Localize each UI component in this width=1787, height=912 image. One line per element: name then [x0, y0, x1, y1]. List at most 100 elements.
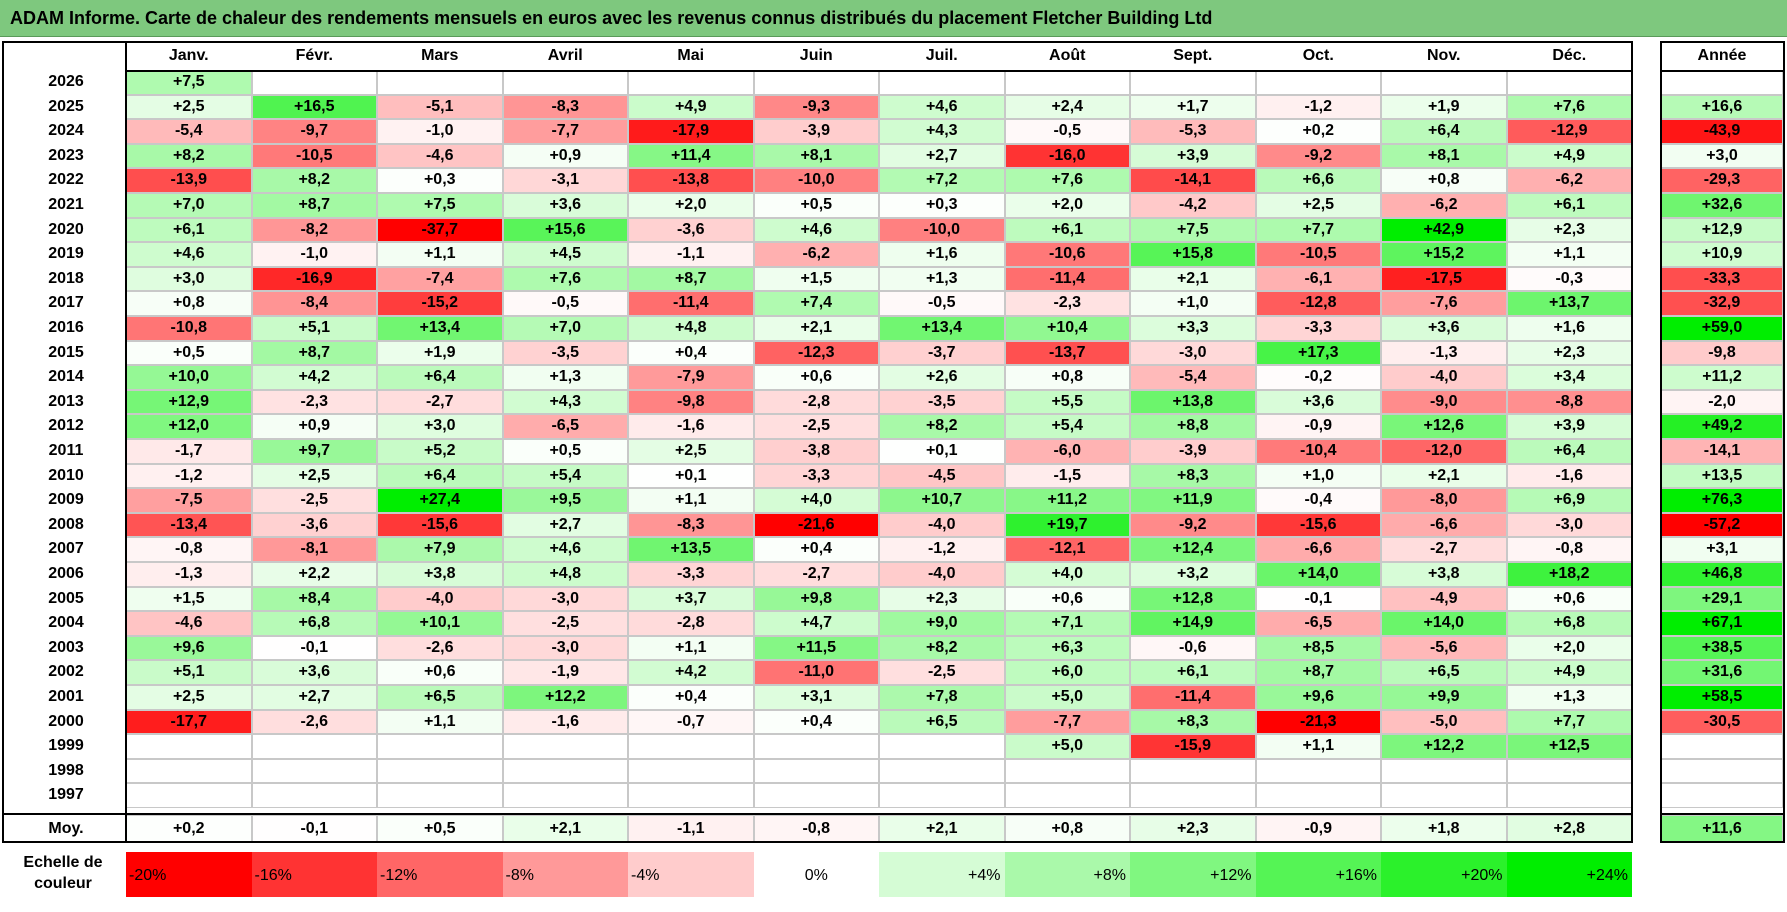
- year-label: 2007: [48, 540, 84, 558]
- cell-value: +0,9: [549, 146, 582, 164]
- annual-value: -29,3: [1703, 171, 1741, 189]
- cell-value: -1,0: [425, 122, 454, 140]
- cell-value: +12,4: [1172, 540, 1213, 558]
- heatmap-cell: [1255, 537, 1381, 562]
- cell-value: -10,0: [923, 220, 960, 238]
- cell-value: -0,5: [927, 294, 956, 312]
- cell-value: +4,6: [800, 220, 833, 238]
- cell-value: -0,8: [174, 540, 203, 558]
- heatmap-cell: [1130, 217, 1256, 243]
- cell-value: -6,0: [1053, 442, 1082, 459]
- heatmap-cell: [1004, 783, 1130, 808]
- heatmap-cell: [251, 193, 377, 218]
- annual-value: +32,6: [1701, 196, 1743, 213]
- heatmap-cell: [879, 463, 1005, 489]
- average-cell: [1506, 815, 1632, 842]
- year-label: 2018: [48, 269, 84, 287]
- heatmap-cell: [1506, 119, 1632, 144]
- heatmap-cell: [377, 168, 503, 193]
- cell-value: -10,6: [1049, 245, 1086, 263]
- cell-value: -1,3: [1429, 343, 1458, 361]
- heatmap-cell: [377, 316, 503, 341]
- cell-value: +12,8: [1172, 589, 1213, 607]
- annual-cell: [1661, 389, 1783, 415]
- average-value: +0,8: [1051, 820, 1084, 837]
- cell-value: +10,7: [921, 491, 962, 509]
- cell-value: +4,9: [674, 97, 707, 115]
- cell-value: +13,4: [419, 319, 460, 336]
- heatmap-cell: [126, 635, 252, 661]
- heatmap-cell: [251, 94, 377, 120]
- annual-cell: [1661, 783, 1783, 808]
- annual-cell: [1661, 365, 1783, 390]
- heatmap-cell: [251, 340, 377, 366]
- heatmap-cell: [251, 488, 377, 513]
- cell-value: -37,7: [421, 220, 458, 238]
- year-label: 2013: [48, 392, 84, 410]
- heatmap-cell: [126, 537, 252, 562]
- cell-value: +12,6: [1423, 417, 1464, 435]
- heatmap-cell: [1255, 734, 1381, 759]
- cell-value: +2,3: [1553, 343, 1586, 361]
- cell-value: +3,9: [1176, 146, 1209, 164]
- cell-value: -8,8: [1555, 392, 1584, 410]
- heatmap-cell: [251, 168, 377, 193]
- cell-value: -2,8: [676, 614, 705, 632]
- heatmap-cell: [1255, 389, 1381, 415]
- heatmap-cell: [753, 685, 879, 710]
- cell-value: +2,7: [298, 688, 331, 705]
- cell-value: +10,1: [419, 614, 460, 632]
- heatmap-cell: [1506, 365, 1632, 390]
- heatmap-cell: [753, 635, 879, 661]
- cell-value: -2,3: [300, 392, 329, 410]
- heatmap-cell: [628, 734, 754, 759]
- cell-value: +19,7: [1047, 515, 1088, 533]
- cell-value: -9,0: [1429, 392, 1458, 410]
- cell-value: +11,5: [796, 638, 837, 656]
- heatmap-cell: [377, 709, 503, 735]
- cell-value: -1,2: [174, 466, 203, 484]
- cell-value: +2,2: [298, 565, 331, 582]
- title-bar: ADAM Informe. Carte de chaleur des rende…: [0, 0, 1787, 37]
- cell-value: -12,8: [1300, 294, 1337, 312]
- heatmap-cell: [1004, 340, 1130, 366]
- heatmap-cell: [251, 562, 377, 587]
- heatmap-cell: [1130, 463, 1256, 489]
- heatmap-cell: [1004, 217, 1130, 243]
- heatmap-cell: [1004, 562, 1130, 587]
- scale-swatch: +12%: [1130, 852, 1256, 897]
- cell-value: -3,9: [802, 122, 831, 140]
- year-label: 2009: [48, 491, 84, 509]
- year-label: 2026: [48, 73, 84, 90]
- heatmap-cell: [502, 242, 628, 267]
- cell-value: +0,5: [800, 196, 833, 213]
- heatmap-cell: [502, 709, 628, 735]
- cell-value: +1,5: [800, 269, 833, 287]
- heatmap-cell: [126, 488, 252, 513]
- heatmap-cell: [502, 389, 628, 415]
- heatmap-cell: [502, 143, 628, 169]
- header-divider: [126, 70, 1632, 72]
- heatmap-cell: [1381, 488, 1507, 513]
- heatmap-cell: [1004, 758, 1130, 784]
- heatmap-cell: [1255, 635, 1381, 661]
- cell-value: -14,1: [1174, 171, 1211, 189]
- heatmap-cell: [1130, 709, 1256, 735]
- cell-value: +17,3: [1298, 343, 1339, 361]
- cell-value: -1,6: [1555, 466, 1584, 484]
- heatmap-cell: [1381, 783, 1507, 808]
- heatmap-cell: [251, 70, 377, 95]
- heatmap-cell: [502, 488, 628, 513]
- heatmap-cell: [1130, 562, 1256, 587]
- heatmap-cell: [628, 143, 754, 169]
- heatmap-cell: [753, 758, 879, 784]
- heatmap-cell: [1381, 168, 1507, 193]
- cell-value: +12,2: [545, 688, 586, 705]
- cell-value: +4,6: [172, 245, 205, 263]
- heatmap-cell: [879, 734, 1005, 759]
- heatmap-cell: [377, 660, 503, 685]
- cell-value: -8,2: [300, 220, 329, 238]
- cell-value: -6,2: [1555, 171, 1584, 189]
- cell-value: +1,1: [1553, 245, 1586, 263]
- year-label: 2005: [48, 589, 84, 607]
